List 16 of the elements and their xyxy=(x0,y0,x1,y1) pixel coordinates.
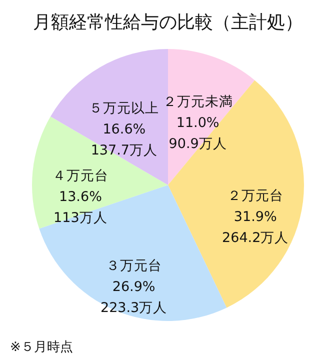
text: ※５月時点 xyxy=(10,340,73,355)
data-label: 13.6% 113万人 xyxy=(54,189,108,226)
data-label: 31.9% 264.2万人 xyxy=(222,208,289,246)
pie-slice xyxy=(168,49,255,185)
slice-label: ２万元台 xyxy=(227,188,284,204)
pie-slice xyxy=(50,49,168,185)
slice-label: ５万元以上 xyxy=(89,100,160,117)
pie-slice xyxy=(168,80,304,308)
data-label: 11.0% 90.9万人 xyxy=(168,115,227,152)
slice-label: ２万元未満 xyxy=(162,94,233,110)
slice-label: ３万元台 xyxy=(106,258,162,274)
data-label: 26.9% 223.3万人 xyxy=(100,279,168,316)
chart-title: 月額経常性給与の比較（主計処） xyxy=(33,12,303,33)
pie-slice xyxy=(32,116,168,229)
slice-label: ４万元台 xyxy=(52,168,108,184)
data-label: 16.6% 137.7万人 xyxy=(90,122,158,159)
